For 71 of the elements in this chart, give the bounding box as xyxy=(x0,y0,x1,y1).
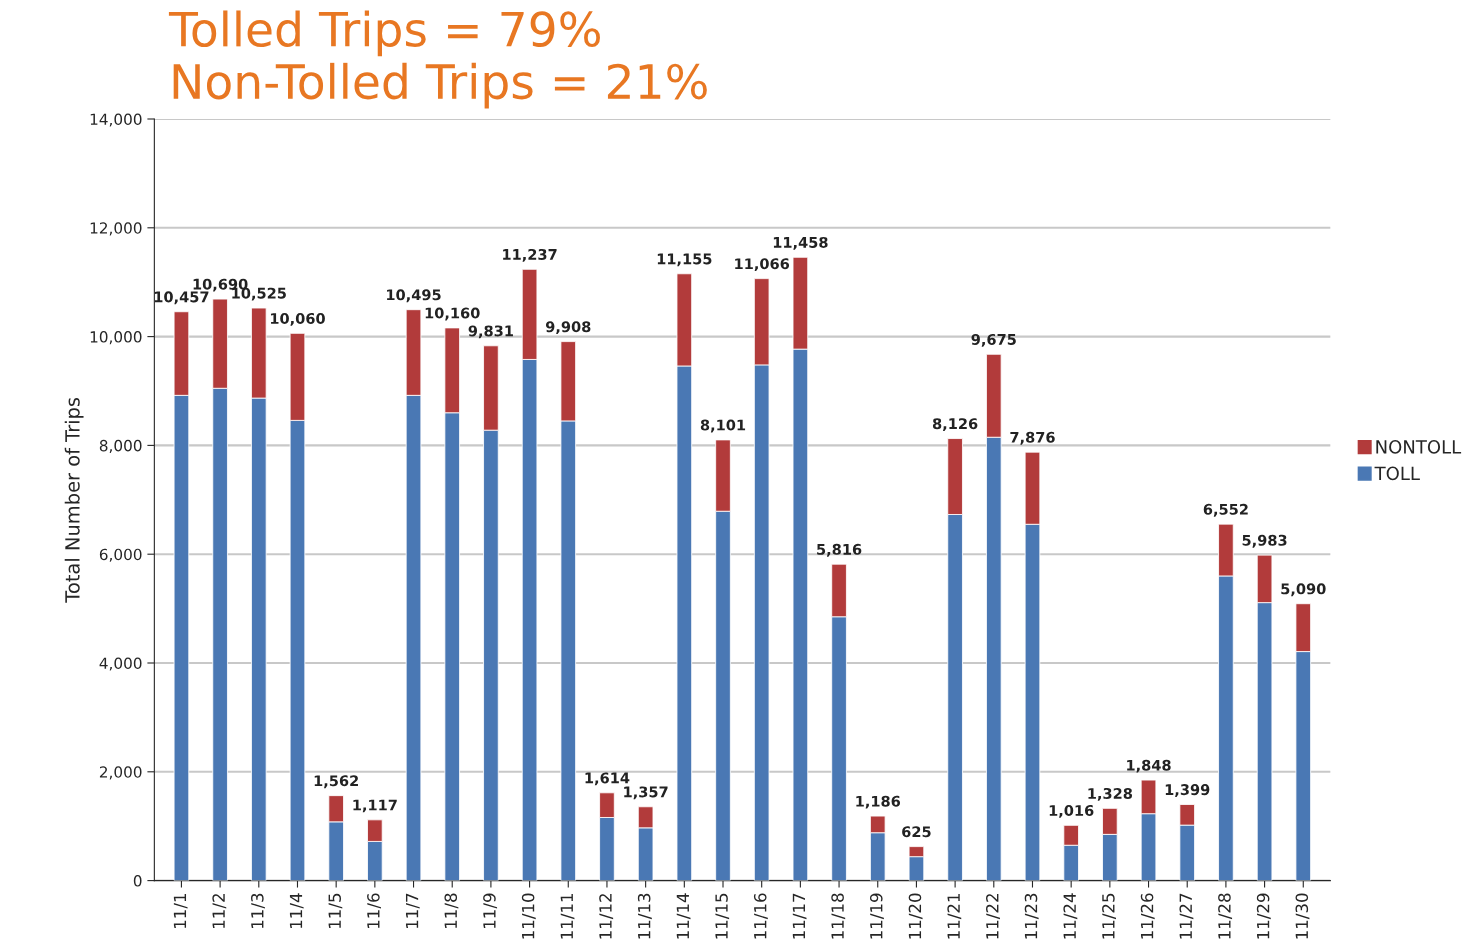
x-tick-label: 11/2 xyxy=(212,894,227,928)
total-label: 8,126 xyxy=(932,418,978,432)
total-label: 1,117 xyxy=(353,799,397,813)
total-label: 1,016 xyxy=(1049,804,1094,818)
y-tick-label: 2,000 xyxy=(99,766,142,780)
x-tick-label: 11/26 xyxy=(1140,893,1155,939)
x-tick-label: 11/21 xyxy=(947,893,962,939)
total-label: 11,066 xyxy=(735,258,790,272)
total-label: 8,101 xyxy=(700,419,746,433)
total-label: 1,328 xyxy=(1088,787,1133,801)
total-label: 9,831 xyxy=(468,325,513,339)
x-tick-label: 11/28 xyxy=(1218,893,1233,939)
legend-label: NONTOLL xyxy=(1376,440,1462,454)
total-label: 1,186 xyxy=(856,795,901,809)
x-tick-label: 11/4 xyxy=(289,893,304,928)
x-tick-label: 11/11 xyxy=(560,893,575,939)
total-label: 10,457 xyxy=(154,291,209,305)
total-label: 1,562 xyxy=(314,775,358,789)
x-tick-label: 11/29 xyxy=(1256,893,1271,939)
total-label: 1,614 xyxy=(585,772,630,786)
y-tick-label: 4,000 xyxy=(99,657,142,671)
x-tick-label: 11/22 xyxy=(986,894,1000,939)
x-tick-label: 11/13 xyxy=(637,893,652,939)
x-tick-label: 11/27 xyxy=(1179,893,1194,939)
total-label: 1,357 xyxy=(624,786,668,800)
x-tick-label: 11/6 xyxy=(367,893,381,928)
x-tick-label: 11/9 xyxy=(483,893,498,928)
x-tick-label: 11/8 xyxy=(444,893,459,928)
total-label: 10,160 xyxy=(425,307,480,321)
total-label: 10,060 xyxy=(270,312,325,326)
legend-label: TOLL xyxy=(1374,466,1420,481)
x-tick-label: 11/14 xyxy=(676,893,691,939)
chart-subtitle: Non-Tolled Trips = 21% xyxy=(173,62,707,109)
total-label: 1,848 xyxy=(1127,759,1171,773)
chart-title: Tolled Trips = 79% xyxy=(168,10,600,57)
y-tick-label: 8,000 xyxy=(99,439,142,453)
x-tick-label: 11/5 xyxy=(328,893,343,928)
x-tick-label: 11/23 xyxy=(1024,893,1039,939)
x-tick-label: 11/25 xyxy=(1102,893,1116,939)
total-label: 7,876 xyxy=(1010,431,1055,445)
x-tick-label: 11/20 xyxy=(908,893,923,939)
x-tick-label: 11/7 xyxy=(405,893,420,928)
y-tick-label: 12,000 xyxy=(90,222,142,236)
x-tick-label: 11/12 xyxy=(599,894,614,939)
x-tick-label: 11/30 xyxy=(1295,893,1310,939)
x-tick-label: 11/10 xyxy=(521,893,536,939)
x-tick-label: 11/1 xyxy=(173,893,188,928)
total-label: 625 xyxy=(902,826,931,838)
total-label: 9,908 xyxy=(545,321,591,335)
total-label: 6,552 xyxy=(1203,503,1248,517)
x-tick-label: 11/16 xyxy=(753,893,768,939)
total-label: 10,495 xyxy=(387,289,441,303)
total-label: 5,816 xyxy=(817,543,862,557)
x-tick-label: 11/24 xyxy=(1063,893,1078,939)
x-tick-label: 11/17 xyxy=(792,893,807,939)
y-tick-label: 6,000 xyxy=(99,548,142,562)
total-label: 9,675 xyxy=(971,333,1016,347)
y-tick-label: 10,000 xyxy=(90,331,142,345)
total-label: 5,090 xyxy=(1281,583,1326,597)
total-label: 5,983 xyxy=(1242,534,1287,548)
x-tick-label: 11/19 xyxy=(869,893,884,939)
y-tick-label: 0 xyxy=(133,875,142,887)
y-tick-label: 14,000 xyxy=(90,113,142,127)
x-tick-label: 11/18 xyxy=(831,893,846,939)
total-label: 1,399 xyxy=(1165,784,1210,797)
total-label: 11,237 xyxy=(503,248,557,262)
x-tick-label: 11/3 xyxy=(251,893,265,928)
x-tick-label: 11/15 xyxy=(715,893,730,939)
y-axis-title: Total Number of Trips xyxy=(64,397,84,603)
total-label: 11,458 xyxy=(773,236,828,250)
total-label: 11,155 xyxy=(657,253,712,267)
